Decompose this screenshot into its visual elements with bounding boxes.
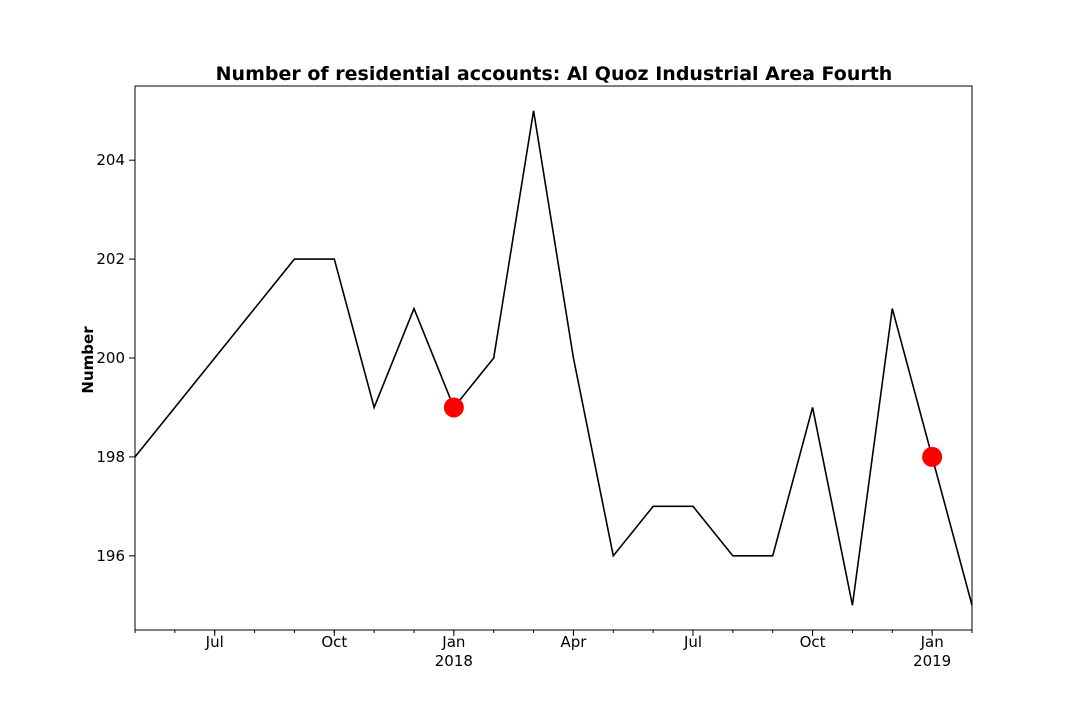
series-line: [134, 110, 973, 606]
y-tick-label: 202: [96, 250, 125, 268]
y-tick-label: 204: [96, 151, 125, 169]
y-axis-label: Number: [79, 326, 97, 394]
x-tick-label: Jul: [205, 633, 224, 651]
x-tick-label: Jul: [683, 633, 702, 651]
x-tick-label: Jan: [920, 633, 944, 651]
x-tick-label: Oct: [321, 633, 347, 651]
plot-frame: [134, 85, 973, 631]
x-tick-label: Oct: [800, 633, 826, 651]
y-tick-label: 200: [96, 349, 125, 367]
x-tick-year-label: 2018: [435, 652, 473, 670]
highlight-point: [443, 397, 464, 418]
y-tick-label: 198: [96, 448, 125, 466]
highlight-point: [922, 446, 943, 467]
y-tick-label: 196: [96, 547, 125, 565]
x-tick-label: Jan: [441, 633, 465, 651]
x-tick-year-label: 2019: [913, 652, 951, 670]
chart-title: Number of residential accounts: Al Quoz …: [216, 63, 893, 85]
x-tick-label: Apr: [560, 633, 587, 651]
